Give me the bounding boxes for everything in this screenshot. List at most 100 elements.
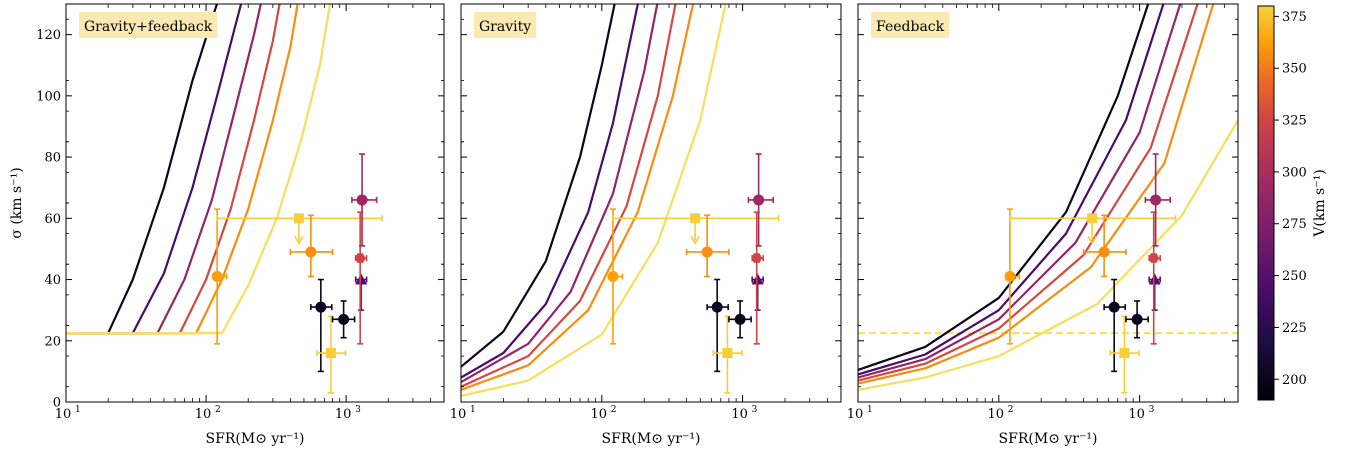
x-tick-exponent: 1: [470, 405, 476, 415]
panel-label-text: Gravity+feedback: [84, 19, 213, 35]
panel-label-box: [474, 12, 537, 38]
data-point: [1004, 208, 1021, 345]
marker-hexagon: [354, 253, 366, 263]
marker-square: [1119, 348, 1130, 359]
x-tick-exponent: 3: [752, 405, 758, 415]
marker-triangle: [355, 273, 368, 285]
colorbar-gradient: [1257, 5, 1275, 401]
marker-circle: [734, 313, 746, 325]
marker-square: [690, 213, 701, 224]
marker-circle: [711, 301, 723, 313]
marker-circle: [1004, 270, 1016, 282]
data-point: [751, 211, 764, 345]
model-line-v344: [461, 4, 695, 391]
colorbar-tick-label: 300: [1282, 165, 1307, 180]
data-point: [1125, 300, 1149, 339]
data-point: [1144, 153, 1172, 247]
upper-limit-arrowhead: [690, 235, 700, 245]
colorbar-tick-label: 225: [1282, 321, 1307, 336]
model-line-v308: [858, 4, 1199, 382]
x-tick-exponent: 1: [75, 405, 81, 415]
marker-circle: [607, 270, 619, 282]
data-point: [1148, 211, 1161, 345]
marker-square: [293, 213, 304, 224]
upper-limit-arrowhead: [1087, 235, 1097, 245]
y-tick-label: 40: [44, 273, 61, 288]
data-point: [1109, 315, 1140, 394]
panel-label-text: Feedback: [876, 19, 945, 35]
plot-area: [461, 4, 780, 397]
model-line-v272: [66, 4, 262, 335]
data-point: [607, 208, 624, 345]
ticks: 10 1 10 2 10 3: [450, 4, 842, 422]
model-line-v272: [858, 4, 1182, 379]
data-point: [289, 214, 334, 278]
upper-limit-arrowhead: [294, 235, 304, 245]
panel-label-box: [871, 12, 950, 38]
x-tick-label: 10: [1128, 407, 1145, 422]
plot-area: [66, 4, 383, 394]
panel-label: Gravity: [474, 12, 537, 38]
x-tick-label: 10: [847, 407, 864, 422]
model-line-v200: [858, 4, 1150, 371]
data-point: [1103, 278, 1126, 373]
x-tick-exponent: 2: [611, 405, 617, 415]
x-axis-label-3: SFR(M⊙ yr⁻¹): [999, 431, 1098, 447]
axes-frame: [65, 3, 445, 403]
panel-label: Feedback: [871, 12, 950, 38]
data-point: [331, 300, 356, 339]
colorbar-tick-label: 250: [1282, 269, 1307, 284]
marker-triangle: [1148, 273, 1161, 285]
data-point: [751, 273, 764, 311]
model-line-v200: [461, 4, 616, 368]
y-tick-label: 80: [44, 151, 61, 166]
data-point: [747, 153, 775, 247]
x-tick-label: 10: [450, 407, 467, 422]
model-line-v236: [66, 4, 243, 335]
y-tick-label: 60: [44, 212, 61, 227]
marker-circle: [211, 270, 223, 282]
model-line-v236: [858, 4, 1165, 376]
data-point: [1148, 273, 1161, 311]
data-point: [354, 211, 368, 345]
data-point: [354, 273, 368, 311]
marker-circle: [305, 246, 317, 258]
y-axis-label: σ (km s⁻¹): [9, 167, 25, 238]
model-line-v308: [461, 4, 677, 388]
x-axis-label-2: SFR(M⊙ yr⁻¹): [602, 431, 701, 447]
marker-circle: [356, 194, 368, 206]
x-tick-label: 10: [335, 407, 352, 422]
data-point: [612, 213, 780, 245]
colorbar-tick-label: 325: [1282, 114, 1307, 129]
model-line-v272: [461, 4, 659, 384]
x-tick-exponent: 1: [867, 405, 873, 415]
x-tick-label: 10: [591, 407, 608, 422]
ticks: 10 1 10 2 10 3: [847, 4, 1239, 422]
data-point: [685, 214, 730, 278]
marker-circle: [701, 246, 713, 258]
marker-circle: [753, 194, 765, 206]
model-line-v344: [858, 4, 1215, 385]
marker-circle: [1131, 313, 1143, 325]
x-tick-exponent: 2: [215, 405, 221, 415]
panel-label-text: Gravity: [479, 19, 531, 35]
colorbar-tick-label: 275: [1282, 217, 1307, 232]
marker-square: [722, 348, 733, 359]
marker-hexagon: [751, 253, 763, 263]
x-tick-label: 10: [55, 407, 72, 422]
colorbar-tick-label: 350: [1282, 62, 1307, 77]
data-point: [728, 300, 752, 339]
model-line-v380: [461, 4, 727, 397]
y-tick-label: 20: [44, 334, 61, 349]
data-point: [712, 315, 743, 394]
marker-square: [1087, 213, 1098, 224]
marker-circle: [1108, 301, 1120, 313]
marker-circle: [315, 301, 327, 313]
data-point: [706, 278, 729, 373]
marker-hexagon: [1148, 253, 1160, 263]
data-point: [316, 315, 347, 394]
x-tick-exponent: 3: [1149, 405, 1155, 415]
